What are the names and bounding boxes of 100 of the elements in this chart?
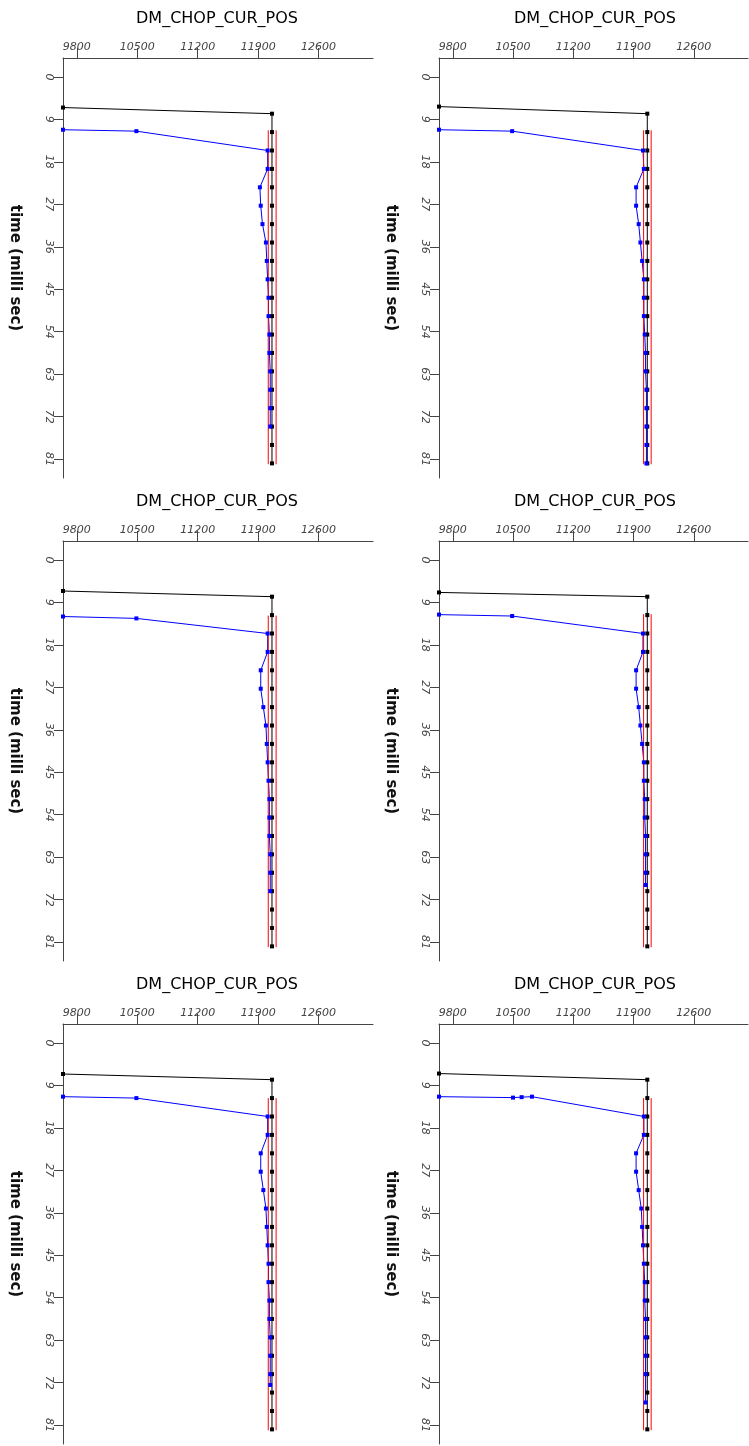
y-tick-label: 54 bbox=[419, 1290, 432, 1305]
x-tick-label: 11900 bbox=[240, 1006, 276, 1019]
y-tick-label: 81 bbox=[419, 1418, 432, 1433]
y-tick-label: 36 bbox=[419, 239, 432, 254]
x-tick-label: 12600 bbox=[676, 1006, 712, 1019]
y-tick-label: 36 bbox=[419, 1205, 432, 1220]
x-tick-label: 9800 bbox=[438, 523, 467, 536]
x-tick-label: 12600 bbox=[676, 40, 712, 53]
chart-title: DM_CHOP_CUR_POS bbox=[136, 7, 298, 28]
y-tick-label: 45 bbox=[43, 282, 56, 297]
y-tick-label: 72 bbox=[419, 892, 432, 907]
y-tick-label: 72 bbox=[43, 892, 56, 907]
y-tick-label: 18 bbox=[43, 154, 56, 169]
chart-title: DM_CHOP_CUR_POS bbox=[514, 973, 676, 994]
x-tick-label: 11200 bbox=[180, 523, 216, 536]
y-tick-label: 9 bbox=[419, 598, 432, 606]
x-tick-label: 11200 bbox=[555, 40, 591, 53]
y-tick-label: 0 bbox=[419, 1039, 432, 1047]
x-tick-label: 10500 bbox=[119, 1006, 155, 1019]
y-axis-title: time (milli sec) bbox=[6, 204, 25, 332]
y-tick-label: 45 bbox=[419, 1248, 432, 1263]
y-axis-title: time (milli sec) bbox=[382, 1170, 401, 1298]
y-tick-label: 0 bbox=[43, 1039, 56, 1047]
y-tick-label: 72 bbox=[43, 1375, 56, 1390]
y-tick-label: 54 bbox=[43, 324, 56, 339]
x-tick-label: 12600 bbox=[301, 40, 337, 53]
y-tick-label: 0 bbox=[43, 556, 56, 564]
y-tick-label: 18 bbox=[43, 1120, 56, 1135]
y-tick-label: 9 bbox=[43, 598, 56, 606]
y-tick-label: 63 bbox=[43, 850, 56, 865]
y-tick-label: 36 bbox=[43, 722, 56, 737]
x-tick-label: 9800 bbox=[62, 523, 91, 536]
y-tick-label: 9 bbox=[43, 1081, 56, 1089]
y-tick-label: 81 bbox=[43, 1418, 56, 1433]
x-tick-label: 10500 bbox=[495, 523, 531, 536]
y-tick-label: 54 bbox=[43, 807, 56, 822]
y-tick-label: 9 bbox=[419, 115, 432, 123]
y-axis-title: time (milli sec) bbox=[382, 687, 401, 815]
y-tick-label: 27 bbox=[419, 1163, 432, 1178]
y-tick-label: 27 bbox=[43, 680, 56, 695]
x-tick-label: 9800 bbox=[438, 40, 467, 53]
y-tick-label: 9 bbox=[43, 115, 56, 123]
y-tick-label: 27 bbox=[419, 197, 432, 212]
x-tick-label: 11900 bbox=[616, 40, 652, 53]
y-tick-label: 18 bbox=[419, 1120, 432, 1135]
y-tick-label: 63 bbox=[419, 367, 432, 382]
y-tick-label: 45 bbox=[419, 282, 432, 297]
x-tick-label: 12600 bbox=[301, 1006, 337, 1019]
y-tick-label: 45 bbox=[419, 765, 432, 780]
x-tick-label: 11900 bbox=[616, 523, 652, 536]
y-tick-label: 45 bbox=[43, 765, 56, 780]
x-tick-label: 11200 bbox=[555, 1006, 591, 1019]
y-tick-label: 27 bbox=[419, 680, 432, 695]
y-tick-label: 0 bbox=[419, 73, 432, 81]
y-tick-label: 81 bbox=[419, 452, 432, 467]
y-tick-label: 63 bbox=[419, 1333, 432, 1348]
y-axis-title: time (milli sec) bbox=[6, 1170, 25, 1298]
x-tick-label: 10500 bbox=[495, 1006, 531, 1019]
y-tick-label: 18 bbox=[43, 637, 56, 652]
y-axis-title: time (milli sec) bbox=[382, 204, 401, 332]
x-tick-label: 11900 bbox=[240, 40, 276, 53]
x-tick-label: 11900 bbox=[240, 523, 276, 536]
y-tick-label: 63 bbox=[43, 367, 56, 382]
y-tick-label: 27 bbox=[43, 197, 56, 212]
x-tick-label: 10500 bbox=[119, 523, 155, 536]
x-tick-label: 11200 bbox=[180, 40, 216, 53]
y-tick-label: 0 bbox=[43, 73, 56, 81]
y-tick-label: 54 bbox=[43, 1290, 56, 1305]
x-tick-label: 9800 bbox=[62, 40, 91, 53]
chart-title: DM_CHOP_CUR_POS bbox=[136, 490, 298, 511]
y-tick-label: 54 bbox=[419, 807, 432, 822]
x-tick-label: 11900 bbox=[616, 1006, 652, 1019]
y-tick-label: 9 bbox=[419, 1081, 432, 1089]
y-tick-label: 54 bbox=[419, 324, 432, 339]
y-tick-label: 0 bbox=[419, 556, 432, 564]
y-tick-label: 36 bbox=[43, 1205, 56, 1220]
x-tick-label: 11200 bbox=[180, 1006, 216, 1019]
y-tick-label: 36 bbox=[419, 722, 432, 737]
y-tick-label: 45 bbox=[43, 1248, 56, 1263]
y-tick-label: 18 bbox=[419, 154, 432, 169]
y-tick-label: 36 bbox=[43, 239, 56, 254]
y-tick-label: 72 bbox=[43, 409, 56, 424]
y-tick-label: 81 bbox=[43, 452, 56, 467]
y-tick-label: 81 bbox=[419, 935, 432, 950]
y-tick-label: 72 bbox=[419, 1375, 432, 1390]
x-tick-label: 10500 bbox=[495, 40, 531, 53]
x-tick-label: 10500 bbox=[119, 40, 155, 53]
y-tick-label: 63 bbox=[419, 850, 432, 865]
y-tick-label: 18 bbox=[419, 637, 432, 652]
x-tick-label: 9800 bbox=[438, 1006, 467, 1019]
chart-title: DM_CHOP_CUR_POS bbox=[514, 7, 676, 28]
y-axis-title: time (milli sec) bbox=[6, 687, 25, 815]
y-tick-label: 63 bbox=[43, 1333, 56, 1348]
y-tick-label: 27 bbox=[43, 1163, 56, 1178]
chart-title: DM_CHOP_CUR_POS bbox=[136, 973, 298, 994]
x-tick-label: 11200 bbox=[555, 523, 591, 536]
y-tick-label: 72 bbox=[419, 409, 432, 424]
x-tick-label: 9800 bbox=[62, 1006, 91, 1019]
x-tick-label: 12600 bbox=[301, 523, 337, 536]
x-tick-label: 12600 bbox=[676, 523, 712, 536]
